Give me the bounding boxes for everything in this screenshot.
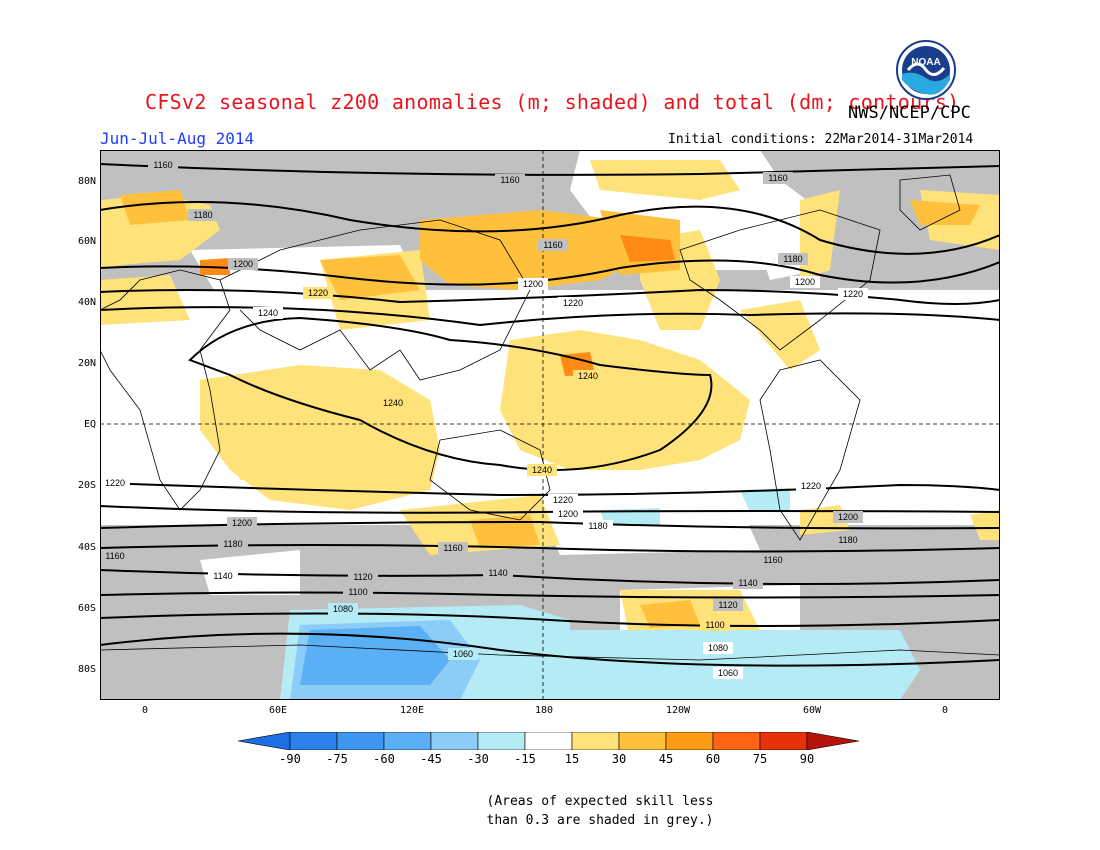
- anomaly-colorbar: [238, 732, 860, 750]
- colorbar-tick-label: 30: [611, 752, 627, 766]
- contour-label: 1120: [718, 600, 737, 610]
- colorbar-segment: [336, 732, 385, 750]
- contour-label: 1220: [563, 298, 583, 308]
- contour-label: 1200: [558, 509, 578, 519]
- skill-note: (Areas of expected skill less than 0.3 a…: [440, 792, 760, 830]
- contour-label: 1160: [105, 551, 124, 561]
- colorbar-tick-label: 45: [658, 752, 674, 766]
- contour-label: 1120: [353, 572, 372, 582]
- colorbar-tick-label: -75: [326, 752, 348, 766]
- colorbar-tick-label: -90: [279, 752, 301, 766]
- contour-label: 1180: [783, 254, 802, 264]
- colorbar-tick-label: 75: [752, 752, 768, 766]
- contour-label: 1240: [578, 371, 598, 381]
- contour-label: 1140: [213, 571, 232, 581]
- lat-label: 60S: [77, 603, 96, 614]
- colorbar-segment: [383, 732, 432, 750]
- lon-label: 180: [534, 705, 554, 716]
- continent-outlines: [100, 174, 1000, 661]
- lon-label: 0: [141, 705, 149, 716]
- contour-label: 1220: [553, 495, 573, 505]
- skill-note-line1: (Areas of expected skill less: [486, 794, 714, 809]
- colorbar-segment: [759, 732, 808, 750]
- colorbar-tick-label: -30: [467, 752, 489, 766]
- lon-label: 120E: [399, 705, 425, 716]
- contour-label: 1160: [763, 555, 782, 565]
- lat-label: 20N: [77, 358, 96, 369]
- colorbar-segment: [618, 732, 667, 750]
- colorbar-tick-label: -60: [373, 752, 395, 766]
- contour-label: 1100: [705, 620, 724, 630]
- lat-label: 40N: [77, 297, 96, 308]
- z200-anomaly-map: 1160 1160 1160 1180 1160 1180 1200 1200 …: [100, 150, 1000, 700]
- contour-label: 1220: [801, 481, 821, 491]
- colorbar-arrow-left: [238, 732, 291, 750]
- contour-label: 1200: [232, 518, 252, 528]
- contour-label: 1180: [838, 535, 857, 545]
- lat-label: EQ: [83, 419, 96, 430]
- contour-label: 1160: [768, 173, 787, 183]
- contour-label: 1160: [543, 240, 562, 250]
- contour-label: 1200: [233, 259, 253, 269]
- contour-label: 1160: [443, 543, 462, 553]
- contour-label: 1060: [718, 668, 738, 678]
- forecast-period: Jun-Jul-Aug 2014: [100, 129, 255, 148]
- colorbar-segment: [571, 732, 620, 750]
- contour-label: 1220: [308, 288, 328, 298]
- contour-label: 1220: [105, 478, 125, 488]
- contour-label: 1160: [500, 175, 519, 185]
- contour-label: 1180: [588, 521, 607, 531]
- colorbar-arrow-right: [806, 732, 860, 750]
- contour-label: 1140: [738, 578, 757, 588]
- lon-label: 60W: [802, 705, 822, 716]
- lat-label: 40S: [77, 542, 96, 553]
- contour-label: 1200: [838, 512, 858, 522]
- contour-labels: 1160 1160 1160 1180 1160 1180 1200 1200 …: [100, 159, 868, 679]
- colorbar-tick-label: 15: [564, 752, 580, 766]
- colorbar-segment: [477, 732, 526, 750]
- contour-label: 1140: [488, 568, 507, 578]
- colorbar-segment: [524, 732, 573, 750]
- colorbar-tick-label: -15: [514, 752, 536, 766]
- contour-label: 1100: [348, 587, 367, 597]
- colorbar-segment: [665, 732, 714, 750]
- contour-label: 1080: [333, 604, 353, 614]
- lat-label: 80S: [77, 664, 96, 675]
- map-title: CFSv2 seasonal z200 anomalies (m; shaded…: [145, 90, 960, 114]
- colorbar-tick-label: -45: [420, 752, 442, 766]
- lat-label: 80N: [77, 176, 96, 187]
- colorbar-tick-label: 60: [705, 752, 721, 766]
- contour-label: 1240: [258, 308, 278, 318]
- contour-label: 1240: [532, 465, 552, 475]
- map-frame: [100, 150, 1000, 700]
- colorbar-segment: [289, 732, 338, 750]
- colorbar-tick-label: 90: [799, 752, 815, 766]
- contour-label: 1240: [383, 398, 403, 408]
- contour-label: 1200: [795, 277, 815, 287]
- contour-label: 1220: [843, 289, 863, 299]
- lon-label: 120W: [665, 705, 691, 716]
- noaa-logo-text: NOAA: [911, 57, 940, 68]
- lon-label: 60E: [268, 705, 288, 716]
- colorbar-segment: [430, 732, 479, 750]
- contour-label: 1060: [453, 649, 473, 659]
- initial-conditions: Initial conditions: 22Mar2014-31Mar2014: [668, 132, 974, 147]
- skill-note-line2: than 0.3 are shaded in grey.): [486, 813, 714, 828]
- lat-label: 60N: [77, 236, 96, 247]
- lon-label: 0: [941, 705, 949, 716]
- lat-label: 20S: [77, 480, 96, 491]
- contour-label: 1180: [223, 539, 242, 549]
- agency-label: NWS/NCEP/CPC: [848, 103, 971, 123]
- contour-label: 1200: [523, 279, 543, 289]
- contour-label: 1180: [193, 210, 212, 220]
- noaa-logo: NOAA: [896, 40, 956, 100]
- colorbar-segment: [712, 732, 761, 750]
- contour-label: 1080: [708, 643, 728, 653]
- contour-label: 1160: [153, 160, 172, 170]
